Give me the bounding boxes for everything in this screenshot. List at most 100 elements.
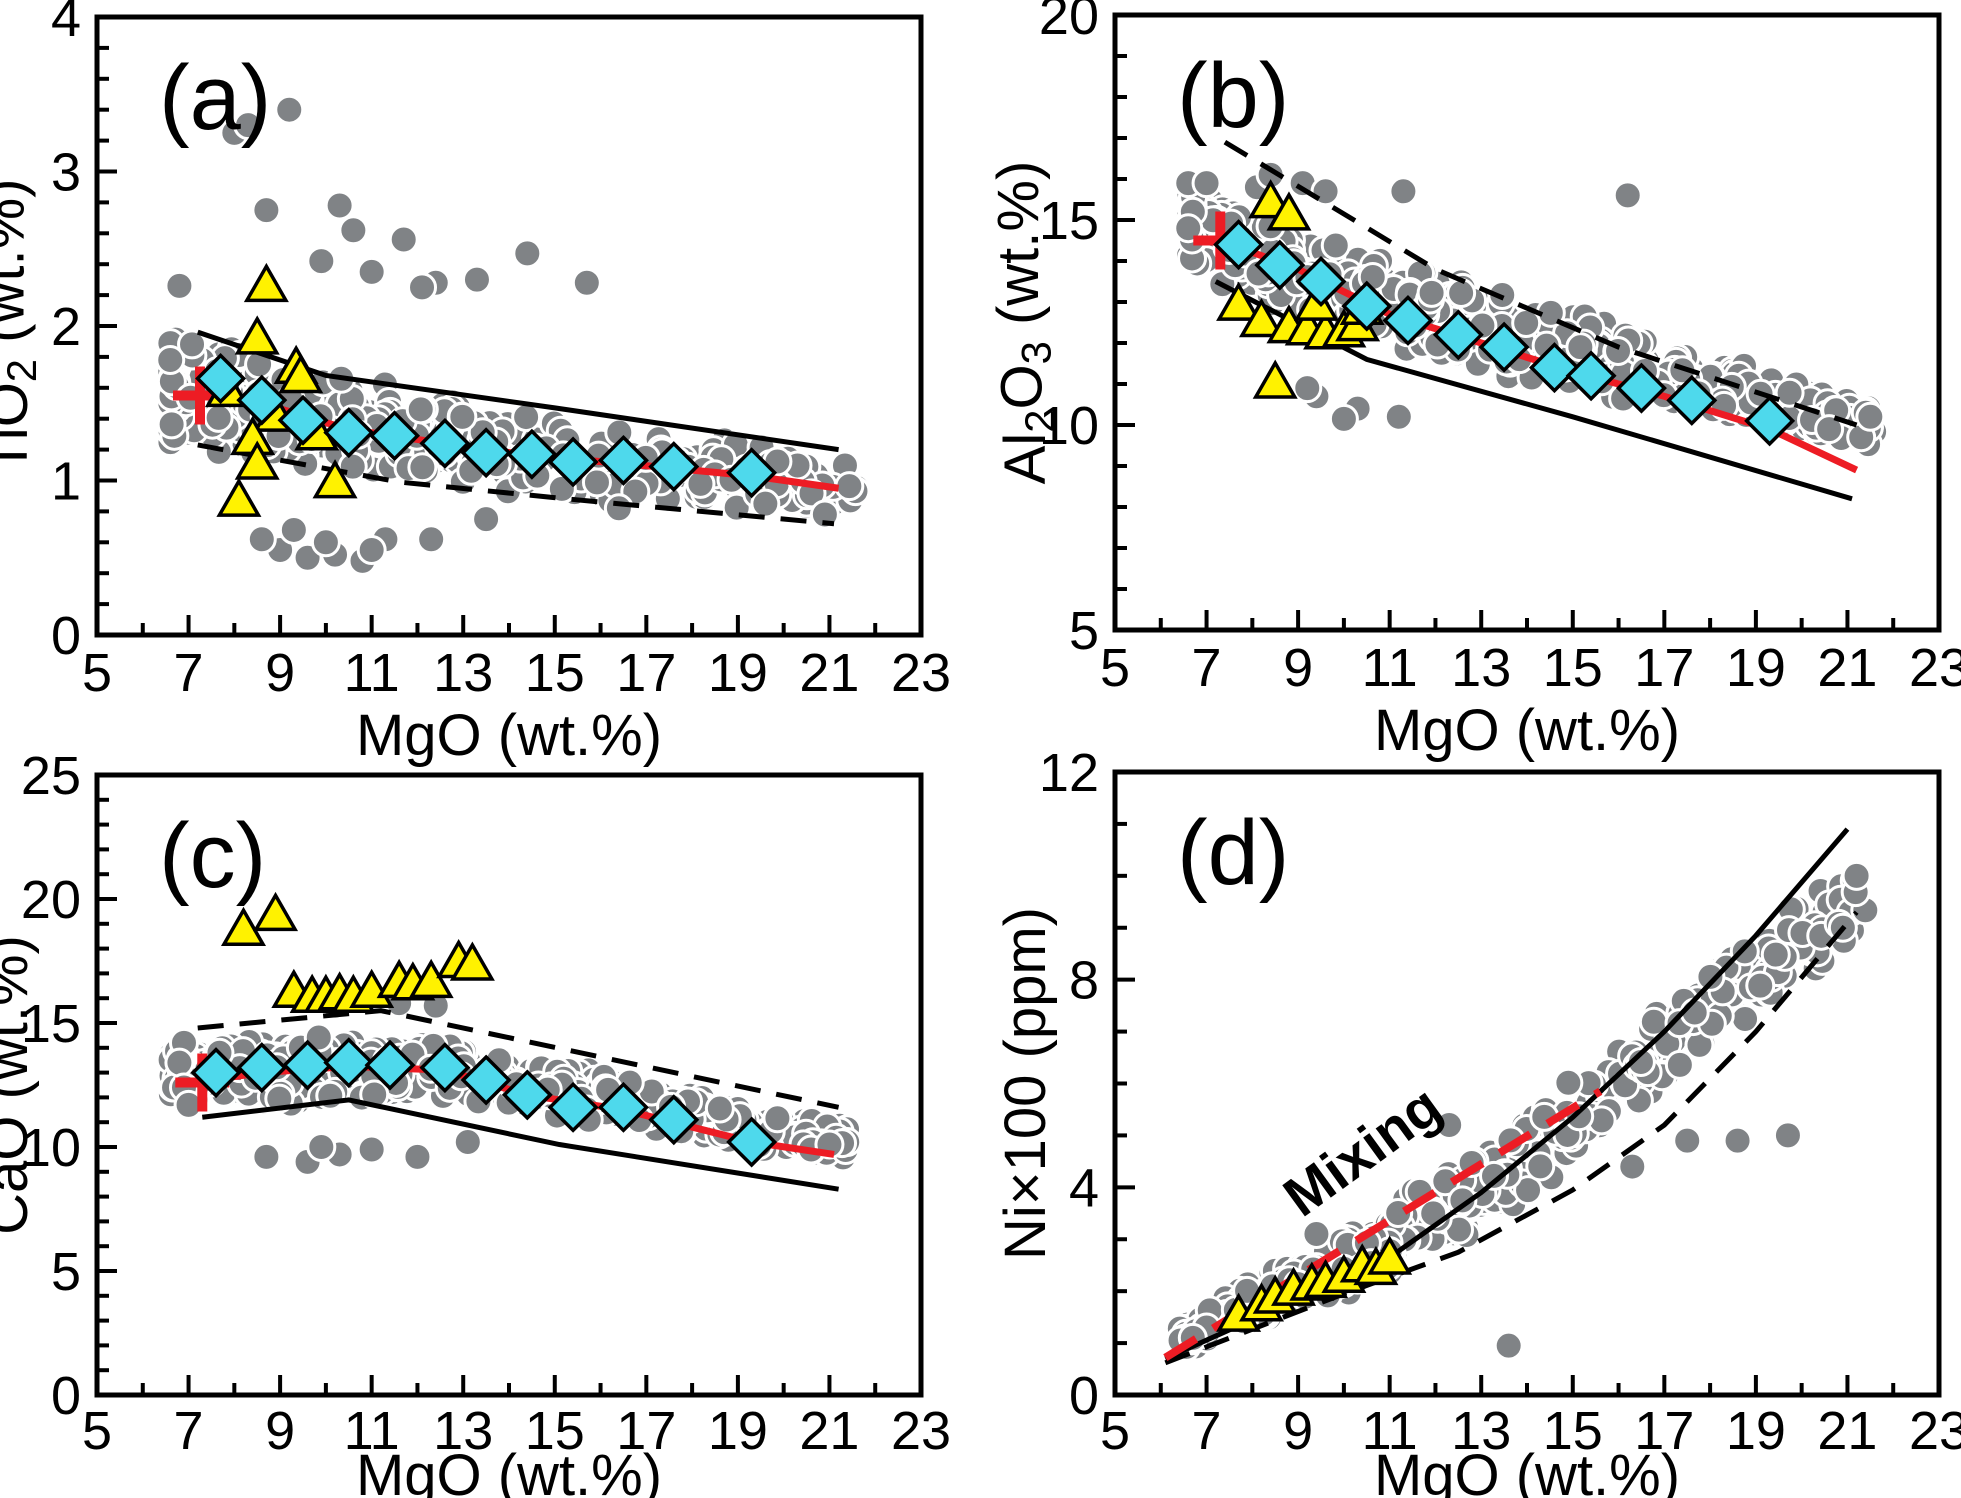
gray-point <box>1729 936 1760 967</box>
gray-point <box>1434 1110 1465 1141</box>
ticks-d <box>1113 770 1941 1397</box>
gray-point <box>1774 377 1805 408</box>
yellow-triangle-point <box>1216 281 1262 321</box>
gray-point <box>306 246 337 277</box>
cyan-diamond-point <box>1295 256 1347 307</box>
gray-point <box>1328 403 1359 434</box>
x-tick-label: 5 <box>1100 1401 1130 1461</box>
cyan-diamond-point <box>597 1081 649 1133</box>
x-tick-label: 13 <box>1451 638 1511 698</box>
gray-point <box>324 190 355 221</box>
gray-point <box>571 267 602 298</box>
yellow-triangle-point <box>312 459 358 499</box>
gray-point <box>1446 278 1477 309</box>
x-tick-label: 9 <box>265 1401 295 1461</box>
triangle-series-d <box>1216 1235 1413 1332</box>
gray-point <box>750 488 781 519</box>
gray-point <box>1191 168 1222 199</box>
cyan-diamond-point <box>277 394 329 446</box>
cyan-diamond-point <box>726 447 778 499</box>
x-tick-label: 19 <box>708 643 768 703</box>
gray-point <box>1416 277 1447 308</box>
cyan-diamond-point <box>190 1047 242 1099</box>
gray-point <box>1841 860 1872 891</box>
gray-point <box>407 452 438 483</box>
diamond-series-c <box>190 1037 778 1168</box>
y-tick-label: 2 <box>51 297 81 357</box>
gray-point <box>251 195 282 226</box>
x-tick-label: 11 <box>344 643 400 703</box>
x-tick-label: 21 <box>799 1401 859 1461</box>
y-tick-label: 15 <box>1039 191 1099 251</box>
x-tick-label: 9 <box>265 643 295 703</box>
gray-point <box>274 94 305 125</box>
gray-point <box>1730 1003 1761 1034</box>
yellow-triangle-point <box>234 315 280 355</box>
lower-envelope-line-a <box>197 442 835 527</box>
x-tick-label: 19 <box>1726 1401 1786 1461</box>
cyan-diamond-point <box>1666 374 1718 426</box>
x-tick-label: 13 <box>433 1401 493 1461</box>
gray-point <box>405 394 436 425</box>
upper-envelope-line-c <box>197 1008 840 1110</box>
gray-point <box>1672 1125 1703 1156</box>
yellow-triangle-point <box>1266 191 1312 231</box>
y-tick-label: 25 <box>21 746 81 806</box>
cyan-diamond-point <box>1615 362 1667 414</box>
gray-point <box>447 401 478 432</box>
x-tick-label: 23 <box>891 1401 951 1461</box>
gray-point <box>177 329 208 360</box>
y-axis-title-c: CaO (wt.%) <box>0 935 40 1235</box>
x-tick-label: 15 <box>525 1401 585 1461</box>
cyan-diamond-point <box>369 410 421 462</box>
gray-point <box>1617 1151 1648 1182</box>
yellow-triangle-point <box>216 477 262 517</box>
gray-point <box>156 409 187 440</box>
gray-point <box>1513 1175 1544 1206</box>
x-axis-title-b: MgO (wt.%) <box>1374 698 1680 763</box>
gray-point <box>1525 1151 1556 1182</box>
cyan-diamond-point <box>1382 294 1434 346</box>
cyan-diamond-point <box>1478 321 1530 373</box>
x-tick-label: 21 <box>1817 638 1877 698</box>
cyan-diamond-point <box>547 1081 599 1133</box>
gray-point <box>1553 1067 1584 1098</box>
gray-point <box>278 514 309 545</box>
cyan-diamond-point <box>460 1054 512 1106</box>
x-tick-label: 5 <box>82 1401 112 1461</box>
x-tick-label: 19 <box>708 1401 768 1461</box>
cyan-diamond-point <box>1744 395 1796 447</box>
y-axis-title-d: Ni×100 (ppm) <box>993 907 1058 1260</box>
gray-point <box>1478 1160 1509 1191</box>
cyan-diamond-point <box>506 428 558 480</box>
cyan-diamond-point <box>1213 219 1265 271</box>
panel-b: 5 7 9 11 13 15 17 19 21 23 5 10 15 20 MgO (wt.%) Al2O3 … <box>986 0 1961 763</box>
yellow-triangle-point <box>234 440 280 480</box>
y-tick-label: 10 <box>1039 396 1099 456</box>
gray-point <box>338 215 369 246</box>
gray-point <box>834 471 865 502</box>
gray-point <box>164 270 195 301</box>
x-tick-label: 11 <box>344 1401 400 1461</box>
x-tick-label: 17 <box>616 1401 676 1461</box>
cyan-diamond-point <box>364 1039 416 1091</box>
ticks-c <box>95 773 923 1397</box>
y-tick-label: 20 <box>21 870 81 930</box>
x-tick-label: 15 <box>525 643 585 703</box>
y-tick-label: 5 <box>1069 601 1099 661</box>
ticks-a <box>95 15 923 637</box>
y-tick-label: 0 <box>51 1366 81 1426</box>
x-tick-label: 19 <box>1726 638 1786 698</box>
x-tick-label: 17 <box>1634 1401 1694 1461</box>
gray-point <box>1565 332 1596 363</box>
gray-point <box>164 1047 195 1078</box>
x-tick-label: 21 <box>799 643 859 703</box>
x-tick-label: 7 <box>174 1401 204 1461</box>
gray-point <box>407 272 438 303</box>
x-axis-title-c: MgO (wt.%) <box>356 1443 662 1498</box>
y-tick-label: 20 <box>1039 0 1099 46</box>
